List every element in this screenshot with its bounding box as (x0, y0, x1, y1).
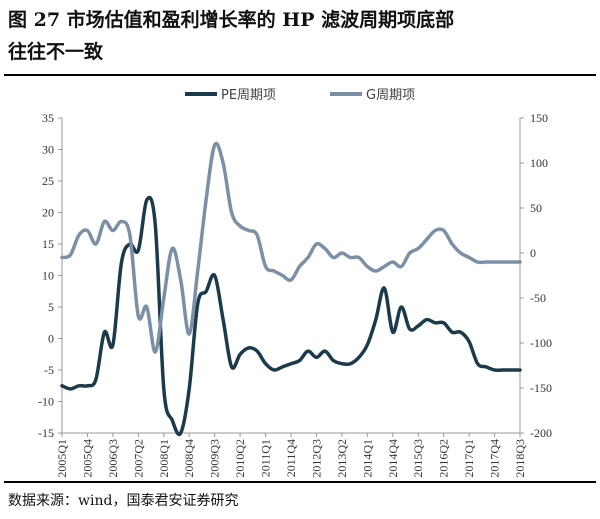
left-tick-label: -5 (44, 363, 54, 377)
x-tick-label: 2010Q2 (233, 439, 247, 478)
x-tick-label: 2017Q4 (488, 439, 502, 478)
left-tick-label: -15 (38, 426, 54, 440)
right-tick-label: -150 (530, 381, 552, 395)
legend: PE周期项 G周期项 (185, 88, 415, 103)
left-tick-label: 5 (48, 300, 54, 314)
x-tick-label: 2007Q2 (131, 439, 145, 478)
source-rule (4, 481, 596, 483)
left-tick-label: 20 (42, 206, 54, 220)
legend-label: PE周期项 (221, 88, 276, 103)
x-tick-label: 2014Q4 (386, 439, 400, 478)
x-tick-label: 2013Q2 (335, 439, 349, 478)
right-tick-label: 0 (530, 246, 536, 260)
figure-title-line1: 图 27 市场估值和盈利增长率的 HP 滤波周期项底部 (8, 9, 455, 31)
left-tick-label: 10 (42, 269, 54, 283)
left-tick-label: 30 (42, 143, 54, 157)
source-note: 数据来源：wind，国泰君安证券研究 (8, 493, 239, 509)
series-lines (60, 141, 522, 437)
pe-cycle-line (60, 195, 522, 437)
right-tick-label: -200 (530, 426, 552, 440)
right-tick-label: -100 (530, 336, 552, 350)
x-tick-label: 2016Q2 (437, 439, 451, 478)
x-tick-label: 2011Q1 (259, 439, 273, 477)
right-tick-label: -50 (530, 291, 546, 305)
x-tick-label: 2009Q3 (208, 439, 222, 478)
title-rule (4, 74, 596, 76)
x-tick-label: 2012Q3 (309, 439, 323, 478)
left-tick-label: 0 (48, 332, 54, 346)
x-tick-label: 2018Q3 (513, 439, 527, 478)
right-tick-label: 50 (530, 201, 542, 215)
right-tick-label: 100 (530, 156, 548, 170)
left-tick-label: 25 (42, 174, 54, 188)
left-tick-label: 15 (42, 237, 54, 251)
right-tick-label: 150 (530, 111, 548, 125)
axes: -15-10-505101520253035-200-150-100-50050… (38, 111, 552, 478)
dual-axis-line-chart: PE周期项 G周期项 -15-10-505101520253035-200-150… (38, 88, 552, 478)
x-tick-label: 2005Q1 (55, 439, 69, 478)
x-tick-label: 2008Q4 (182, 439, 196, 478)
legend-label: G周期项 (366, 88, 415, 103)
figure-title-line2: 往往不一致 (8, 41, 104, 63)
x-tick-label: 2008Q1 (157, 439, 171, 478)
g-cycle-line (60, 141, 522, 354)
figure-title: 图 27 市场估值和盈利增长率的 HP 滤波周期项底部 往往不一致 (8, 4, 594, 68)
left-tick-label: -10 (38, 395, 54, 409)
x-tick-label: 2011Q4 (284, 439, 298, 477)
x-tick-label: 2006Q3 (106, 439, 120, 478)
x-tick-label: 2017Q1 (462, 439, 476, 478)
x-tick-label: 2005Q4 (80, 439, 94, 478)
left-tick-label: 35 (42, 111, 54, 125)
x-tick-label: 2015Q3 (411, 439, 425, 478)
x-tick-label: 2014Q1 (360, 439, 374, 478)
